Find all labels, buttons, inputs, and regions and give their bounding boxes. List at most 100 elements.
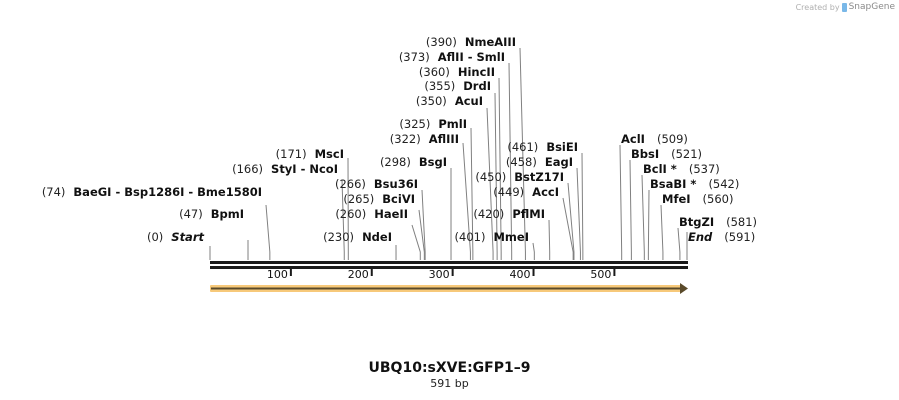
restriction-site-label[interactable]: BtgZI (581)	[679, 215, 757, 229]
site-connector-line	[508, 62, 513, 260]
ruler-tick	[613, 268, 616, 276]
enzyme-name: AcuI	[455, 94, 483, 108]
site-connector-line	[660, 204, 664, 260]
sequence-end-label[interactable]: (0) Start	[147, 230, 205, 244]
enzyme-name: BciVI	[382, 192, 415, 206]
enzyme-name: BbsI	[631, 147, 659, 161]
ruler-tick	[532, 268, 535, 276]
restriction-site-label[interactable]: (171) MscI	[276, 147, 344, 161]
site-connector-line	[411, 224, 421, 260]
ruler-tick-label: 100	[267, 268, 288, 281]
snapgene-logo-icon	[841, 2, 847, 12]
ruler-tick	[451, 268, 454, 276]
restriction-site-label[interactable]: (360) HincII	[419, 65, 495, 79]
site-position: (521)	[671, 147, 702, 161]
enzyme-name: StyI - NcoI	[271, 162, 338, 176]
enzyme-name: AflII - SmlI	[438, 50, 505, 64]
restriction-site-label[interactable]: (420) PflMI	[473, 207, 545, 221]
enzyme-name: AflIII	[429, 132, 459, 146]
enzyme-name: Start	[171, 230, 204, 244]
enzyme-name: BaeGI - Bsp1286I - Bme1580I	[73, 185, 262, 199]
sequence-end-label[interactable]: End (591)	[688, 230, 755, 244]
ruler-tick-label: 500	[590, 268, 611, 281]
site-position: (47)	[179, 207, 203, 221]
site-position: (390)	[426, 35, 457, 49]
feature-arrow[interactable]	[210, 283, 688, 294]
ruler: 100 200 300 400 500	[267, 268, 616, 281]
restriction-site-label[interactable]: (449) AccI	[493, 185, 559, 199]
site-position: (450)	[475, 170, 506, 184]
ruler-tick	[370, 268, 373, 276]
enzyme-name: EagI	[545, 155, 573, 169]
enzyme-name: Bsu36I	[374, 177, 418, 191]
site-connector-line	[462, 142, 471, 260]
watermark-brand: SnapGene	[848, 2, 895, 12]
enzyme-name: HincII	[458, 65, 495, 79]
site-position: (560)	[703, 192, 734, 206]
restriction-site-label[interactable]: (230) NdeI	[323, 230, 392, 244]
restriction-site-label[interactable]: BbsI (521)	[631, 147, 702, 161]
enzyme-name: MscI	[315, 147, 344, 161]
site-position: (266)	[335, 177, 366, 191]
restriction-site-label[interactable]: AclI (509)	[621, 132, 688, 146]
site-position: (0)	[147, 230, 163, 244]
restriction-site-label[interactable]: (266) Bsu36I	[335, 177, 418, 191]
site-connector-line	[548, 219, 551, 260]
restriction-site-label[interactable]: (450) BstZ17I	[475, 170, 564, 184]
site-position: (373)	[399, 50, 430, 64]
restriction-site-label[interactable]: (47) BpmI	[179, 207, 244, 221]
enzyme-name: PflMI	[512, 207, 545, 221]
restriction-site-label[interactable]: (74) BaeGI - Bsp1286I - Bme1580I	[42, 185, 262, 199]
site-position: (461)	[507, 140, 538, 154]
site-connector-line	[619, 144, 623, 260]
enzyme-name: BsaBI *	[650, 177, 696, 191]
ruler-tick-label: 300	[429, 268, 450, 281]
restriction-site-label[interactable]: (298) BsgI	[380, 155, 447, 169]
restriction-site-label[interactable]: (461) BsiEI	[507, 140, 578, 154]
site-connector-line	[581, 152, 584, 260]
site-position: (420)	[473, 207, 504, 221]
restriction-site-label[interactable]: (260) HaeII	[335, 207, 408, 221]
ruler-tick-label: 200	[348, 268, 369, 281]
site-connector-line	[532, 242, 535, 260]
site-position: (260)	[335, 207, 366, 221]
site-position: (350)	[416, 94, 447, 108]
enzyme-name: NdeI	[362, 230, 392, 244]
restriction-site-label[interactable]: MfeI (560)	[662, 192, 733, 206]
site-position: (401)	[455, 230, 486, 244]
site-position: (581)	[726, 215, 757, 229]
enzyme-name: AccI	[532, 185, 559, 199]
restriction-site-label[interactable]: (265) BciVI	[343, 192, 415, 206]
restriction-site-label[interactable]: BclI * (537)	[643, 162, 720, 176]
site-connector-line	[641, 174, 645, 260]
enzyme-name: BstZ17I	[514, 170, 564, 184]
restriction-site-label[interactable]: (325) PmlI	[399, 117, 467, 131]
restriction-site-label[interactable]: (373) AflII - SmlI	[399, 50, 505, 64]
map-length: 591 bp	[430, 377, 469, 390]
enzyme-name: BpmI	[211, 207, 244, 221]
sequence-backbone-bottom	[210, 266, 688, 269]
enzyme-name: HaeII	[374, 207, 408, 221]
enzyme-name: MfeI	[662, 192, 691, 206]
enzyme-name: PmlI	[438, 117, 467, 131]
restriction-site-label[interactable]: (355) DrdI	[424, 79, 491, 93]
restriction-site-label[interactable]: (401) MmeI	[455, 230, 529, 244]
site-connector-line	[519, 47, 526, 260]
site-position: (591)	[724, 230, 755, 244]
site-connector-line	[418, 209, 425, 260]
restriction-site-label[interactable]: (390) NmeAIII	[426, 35, 516, 49]
restriction-site-label[interactable]: (322) AflIII	[390, 132, 459, 146]
enzyme-name: BclI *	[643, 162, 677, 176]
enzyme-name: AclI	[621, 132, 645, 146]
restriction-site-label[interactable]: (458) EagI	[506, 155, 573, 169]
restriction-site-label[interactable]: (350) AcuI	[416, 94, 483, 108]
ruler-tick-label: 400	[510, 268, 531, 281]
restriction-site-label[interactable]: BsaBI * (542)	[650, 177, 739, 191]
site-connector-line	[341, 179, 345, 260]
restriction-site-label[interactable]: (166) StyI - NcoI	[232, 162, 338, 176]
site-position: (355)	[424, 79, 455, 93]
site-connector-line	[576, 167, 581, 260]
enzyme-name: End	[688, 230, 713, 244]
site-position: (265)	[343, 192, 374, 206]
